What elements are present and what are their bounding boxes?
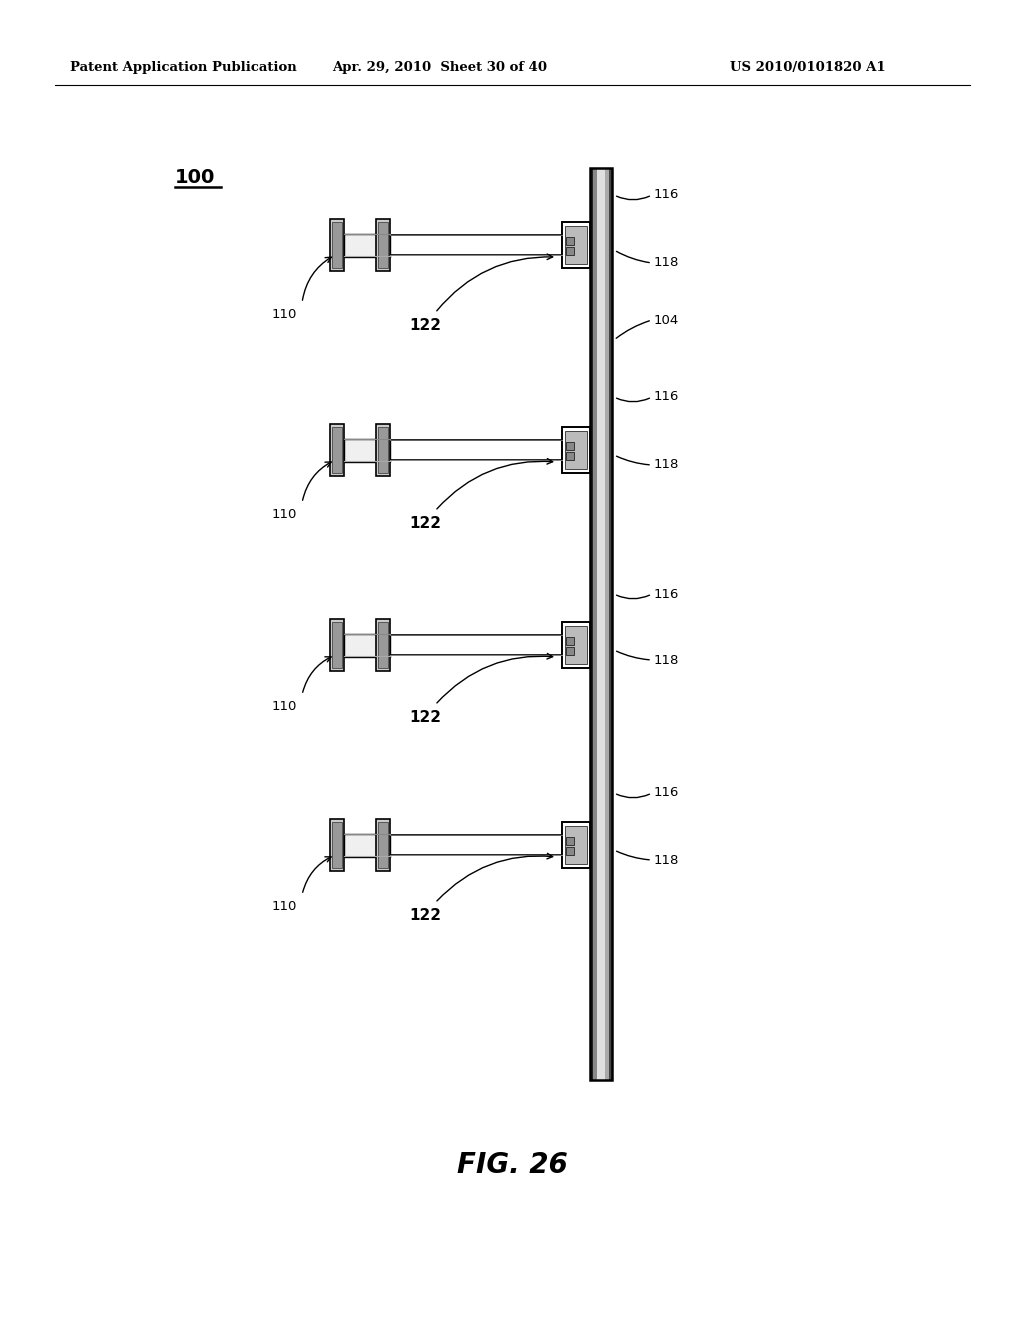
Bar bbox=[378, 822, 388, 869]
Bar bbox=[332, 426, 342, 473]
Bar bbox=[565, 226, 587, 264]
Bar bbox=[378, 426, 388, 473]
Bar bbox=[390, 235, 562, 255]
Text: 122: 122 bbox=[409, 908, 441, 923]
Bar bbox=[378, 222, 388, 268]
Bar bbox=[566, 247, 574, 255]
Text: 118: 118 bbox=[654, 256, 679, 269]
Text: Apr. 29, 2010  Sheet 30 of 40: Apr. 29, 2010 Sheet 30 of 40 bbox=[333, 62, 548, 74]
Text: 110: 110 bbox=[272, 700, 297, 713]
Bar bbox=[376, 219, 390, 271]
Text: 116: 116 bbox=[654, 391, 679, 404]
Bar bbox=[376, 619, 390, 671]
Text: 104: 104 bbox=[654, 314, 679, 326]
Bar bbox=[590, 168, 593, 1080]
Text: 122: 122 bbox=[409, 516, 441, 531]
Text: 118: 118 bbox=[654, 458, 679, 471]
Bar bbox=[609, 168, 612, 1080]
Text: 110: 110 bbox=[272, 308, 297, 321]
Bar bbox=[378, 622, 388, 668]
Bar bbox=[565, 432, 587, 469]
Text: Patent Application Publication: Patent Application Publication bbox=[70, 62, 297, 74]
Text: 122: 122 bbox=[409, 710, 441, 725]
Bar bbox=[605, 168, 609, 1080]
Bar bbox=[597, 168, 605, 1080]
Bar bbox=[593, 168, 597, 1080]
Text: 110: 110 bbox=[272, 900, 297, 913]
Bar bbox=[330, 424, 344, 477]
Bar bbox=[376, 818, 390, 871]
Bar bbox=[566, 451, 574, 459]
Bar bbox=[565, 826, 587, 865]
Bar bbox=[344, 634, 390, 657]
Bar bbox=[562, 822, 590, 869]
Text: 118: 118 bbox=[654, 653, 679, 667]
Bar bbox=[562, 622, 590, 668]
Text: 116: 116 bbox=[654, 189, 679, 202]
Text: 116: 116 bbox=[654, 587, 679, 601]
Bar bbox=[566, 837, 574, 845]
Bar bbox=[566, 442, 574, 450]
Bar bbox=[590, 168, 612, 1080]
Bar bbox=[376, 424, 390, 477]
Text: FIG. 26: FIG. 26 bbox=[457, 1151, 567, 1179]
Text: 116: 116 bbox=[654, 787, 679, 800]
Bar bbox=[390, 836, 562, 855]
Bar bbox=[330, 818, 344, 871]
Bar bbox=[330, 619, 344, 671]
Bar bbox=[562, 426, 590, 473]
Bar bbox=[332, 622, 342, 668]
Text: 100: 100 bbox=[175, 168, 215, 187]
Bar bbox=[344, 234, 390, 257]
Bar bbox=[566, 847, 574, 855]
Bar bbox=[330, 219, 344, 271]
Bar bbox=[565, 626, 587, 664]
Bar bbox=[566, 647, 574, 655]
Bar bbox=[332, 822, 342, 869]
Bar bbox=[566, 238, 574, 246]
Bar bbox=[390, 440, 562, 459]
Bar bbox=[390, 635, 562, 655]
Bar bbox=[562, 222, 590, 268]
Bar bbox=[344, 834, 390, 858]
Bar bbox=[566, 638, 574, 645]
Bar bbox=[344, 440, 390, 462]
Text: 122: 122 bbox=[409, 318, 441, 333]
Text: 110: 110 bbox=[272, 508, 297, 521]
Text: US 2010/0101820 A1: US 2010/0101820 A1 bbox=[730, 62, 886, 74]
Text: 118: 118 bbox=[654, 854, 679, 866]
Bar bbox=[332, 222, 342, 268]
